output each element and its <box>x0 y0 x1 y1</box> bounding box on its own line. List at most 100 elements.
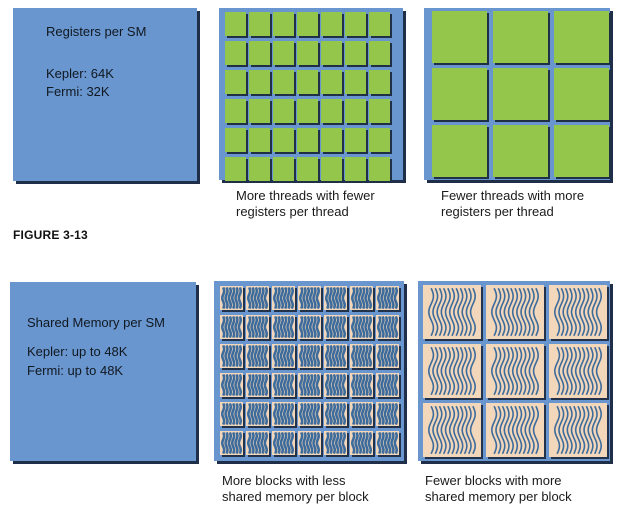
wave-line <box>388 432 390 453</box>
wave-line <box>369 316 371 337</box>
wave-line <box>340 432 342 453</box>
wave-line <box>388 403 390 424</box>
wave-line <box>509 406 514 454</box>
wave-line <box>362 345 364 366</box>
wave-line <box>281 403 283 424</box>
registers-per-sm-box: Registers per SM Kepler: 64K Fermi: 32K <box>13 8 197 181</box>
wave-line <box>232 287 234 308</box>
wave-line <box>352 374 354 395</box>
wave-line <box>343 374 345 395</box>
shared-memory-block <box>376 344 399 368</box>
wave-line <box>385 287 387 308</box>
wave-line <box>255 316 257 337</box>
wave-line <box>222 316 224 337</box>
wave-line <box>366 287 368 308</box>
wave-line <box>567 347 572 395</box>
fermi-shared-memory: Fermi: up to 48K <box>27 363 124 378</box>
wave-line <box>584 347 589 395</box>
shared-memory-block <box>272 431 295 455</box>
wave-line <box>236 432 238 453</box>
registers-per-sm-title: Registers per SM <box>46 24 147 39</box>
wave-line <box>226 432 228 453</box>
shared-memory-block <box>324 286 347 310</box>
shared-memory-block <box>220 344 243 368</box>
thread-register-cell <box>345 12 366 36</box>
many-blocks-caption-line2: shared memory per block <box>222 489 369 504</box>
wave-line <box>284 403 286 424</box>
shared-memory-block <box>376 373 399 397</box>
thread-register-cell <box>554 11 609 63</box>
shared-memory-block <box>220 402 243 426</box>
wave-line <box>236 345 238 366</box>
wave-line <box>555 288 560 336</box>
wave-line <box>239 287 241 308</box>
wave-line <box>392 287 394 308</box>
wave-line <box>314 287 316 308</box>
wave-line <box>572 288 577 336</box>
wave-line <box>274 374 276 395</box>
wave-line <box>471 406 476 454</box>
wave-line <box>356 403 358 424</box>
wave-line <box>359 374 361 395</box>
wave-line <box>392 316 394 337</box>
wave-line <box>248 432 250 453</box>
fermi-registers: Fermi: 32K <box>46 84 110 99</box>
wave-line <box>356 345 358 366</box>
wave-line <box>466 406 471 454</box>
wave-line <box>314 316 316 337</box>
wave-line <box>248 345 250 366</box>
shared-memory-block <box>350 373 373 397</box>
wave-line <box>356 316 358 337</box>
thread-register-cell <box>345 99 366 123</box>
wave-line <box>278 403 280 424</box>
wave-line <box>563 406 568 454</box>
wave-line <box>304 432 306 453</box>
thread-register-cell <box>225 99 246 123</box>
wave-line <box>466 347 471 395</box>
many-threads-caption-line1: More threads with fewer <box>236 188 375 203</box>
wave-line <box>352 345 354 366</box>
wave-line <box>288 432 290 453</box>
wave-line <box>278 432 280 453</box>
thread-register-cell <box>321 99 342 123</box>
wave-line <box>580 406 585 454</box>
shared-memory-block <box>246 373 269 397</box>
shared-memory-block <box>324 402 347 426</box>
wave-line <box>274 403 276 424</box>
thread-register-cell <box>493 11 548 63</box>
wave-line <box>429 406 434 454</box>
kepler-shared-memory: Kepler: up to 48K <box>27 344 128 359</box>
wave-line <box>336 403 338 424</box>
wave-line <box>281 287 283 308</box>
wave-line <box>274 432 276 453</box>
wave-line <box>385 345 387 366</box>
wave-line <box>392 432 394 453</box>
wave-line <box>388 345 390 366</box>
thread-register-cell <box>273 128 294 152</box>
wave-line <box>307 403 309 424</box>
wave-line <box>378 287 380 308</box>
wave-line <box>592 406 597 454</box>
wave-line <box>555 406 560 454</box>
wave-line <box>307 287 309 308</box>
wave-line <box>521 288 526 336</box>
wave-line <box>366 374 368 395</box>
wave-line <box>310 374 312 395</box>
wave-line <box>336 432 338 453</box>
few-blocks-caption-line1: Fewer blocks with more <box>425 473 562 488</box>
wave-line <box>450 288 455 336</box>
few-threads-caption-line2: registers per thread <box>441 204 554 219</box>
wave-line <box>304 345 306 366</box>
wave-line <box>258 345 260 366</box>
wave-line <box>291 316 293 337</box>
wave-line <box>236 287 238 308</box>
wave-line <box>385 403 387 424</box>
shared-memory-block <box>220 373 243 397</box>
wave-line <box>278 316 280 337</box>
wave-line <box>222 345 224 366</box>
wave-line <box>288 374 290 395</box>
wave-line <box>382 403 384 424</box>
wave-line <box>437 406 442 454</box>
wave-line <box>534 347 539 395</box>
wave-line <box>529 288 534 336</box>
